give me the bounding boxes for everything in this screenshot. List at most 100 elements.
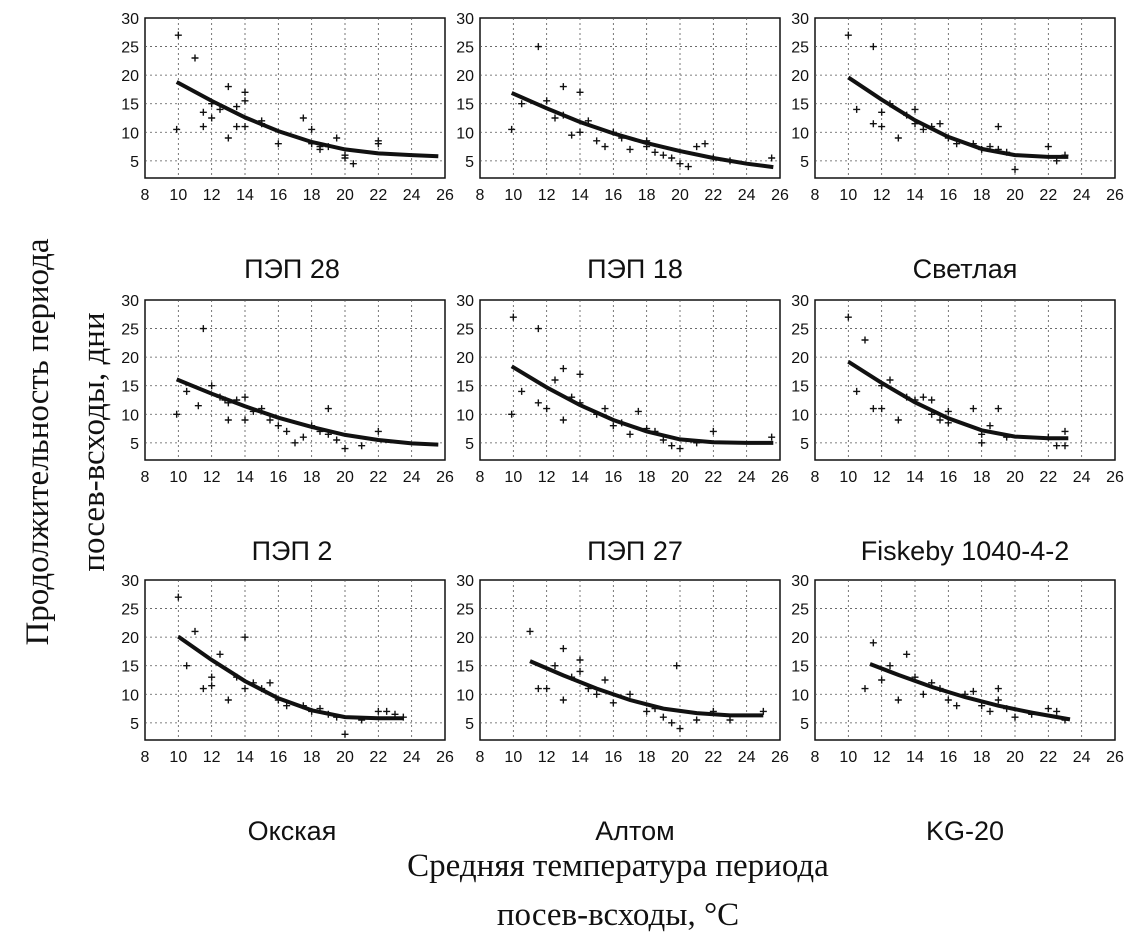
y-axis-label-line2: посев-всходы, дни — [76, 312, 112, 571]
panel-6-point-17 — [969, 405, 977, 413]
panel-6-point-3 — [861, 336, 869, 344]
panel-2-point-10 — [576, 128, 584, 136]
panel-2-point-23 — [684, 163, 692, 171]
panel-4-point-11 — [241, 393, 249, 401]
panel-9-point-12 — [953, 702, 961, 710]
panel-7-point-11 — [241, 685, 249, 693]
panel-6-x-tick-22: 22 — [1039, 469, 1057, 486]
panel-3-y-tick-30: 30 — [791, 11, 809, 28]
panel-5-x-tick-10: 10 — [504, 469, 522, 486]
panel-4-point-15 — [266, 416, 274, 424]
panel-1-point-3 — [191, 54, 199, 62]
panel-7-x-tick-14: 14 — [236, 749, 254, 766]
panel-1-y-tick-10: 10 — [121, 125, 139, 142]
panel-7-x-tick-22: 22 — [369, 749, 387, 766]
panel-5-y-tick-5: 5 — [465, 436, 474, 453]
panel-9-point-22 — [1044, 705, 1052, 713]
panel-7-y-tick-30: 30 — [121, 573, 139, 590]
panel-3-point-24 — [1044, 143, 1052, 151]
panel-9-point-1 — [861, 685, 869, 693]
panel-6-x-tick-18: 18 — [973, 469, 991, 486]
panel-4-point-12 — [241, 416, 249, 424]
panel-2-title: ПЭП 18 — [587, 254, 683, 284]
panel-1-point-4 — [199, 123, 207, 131]
panel-9-x-tick-16: 16 — [939, 749, 957, 766]
panel-8-point-21 — [693, 716, 701, 724]
panel-2-point-22 — [676, 160, 684, 168]
panel-7-x-tick-20: 20 — [336, 749, 354, 766]
panel-6-point-5 — [878, 405, 886, 413]
panel-1-x-tick-26: 26 — [436, 187, 454, 204]
panel-6-x-tick-8: 8 — [811, 469, 820, 486]
panel-9-point-2 — [869, 639, 877, 647]
panel-9-y-tick-5: 5 — [800, 716, 809, 733]
panel-6-y-tick-10: 10 — [791, 407, 809, 424]
panel-5-point-26 — [768, 433, 776, 441]
panel-9-x-tick-12: 12 — [873, 749, 891, 766]
panel-9-y-tick-15: 15 — [791, 659, 809, 676]
panel-4-point-25 — [341, 445, 349, 453]
panel-1-y-tick-30: 30 — [121, 11, 139, 28]
panel-2-point-9 — [576, 88, 584, 96]
panel-7-point-4 — [199, 685, 207, 693]
panel-3-point-10 — [911, 105, 919, 113]
panel-6-x-tick-14: 14 — [906, 469, 924, 486]
panel-4-point-23 — [324, 405, 332, 413]
panel-4-y-tick-15: 15 — [121, 379, 139, 396]
panel-1-fit-curve — [175, 80, 439, 159]
panel-6-x-tick-12: 12 — [873, 469, 891, 486]
panel-5-point-8 — [559, 365, 567, 373]
panel-1-point-28 — [349, 160, 357, 168]
panel-4-x-tick-26: 26 — [436, 469, 454, 486]
panel-9-point-16 — [986, 707, 994, 715]
panel-4-y-tick-20: 20 — [121, 350, 139, 367]
panel-1-point-12 — [233, 103, 241, 111]
panel-9-point-6 — [903, 650, 911, 658]
panel-3-y-tick-5: 5 — [800, 154, 809, 171]
panel-8-point-23 — [726, 716, 734, 724]
panel-9-fit-curve — [869, 662, 1071, 722]
panel-1-point-1 — [173, 125, 181, 133]
panel-7-point-10 — [241, 633, 249, 641]
panel-9-x-tick-18: 18 — [973, 749, 991, 766]
panel-5-point-14 — [601, 405, 609, 413]
panel-4-x-tick-10: 10 — [169, 469, 187, 486]
panel-3-point-1 — [844, 31, 852, 39]
panel-5-x-tick-24: 24 — [738, 469, 756, 486]
panel-2-point-2 — [518, 100, 526, 108]
panel-1-y-tick-15: 15 — [121, 97, 139, 114]
panel-7-y-tick-20: 20 — [121, 630, 139, 647]
panel-2-x-tick-16: 16 — [604, 187, 622, 204]
panel-2-x-tick-12: 12 — [538, 187, 556, 204]
panel-8-point-24 — [759, 707, 767, 715]
panel-6: 8 10 12 14 16 18 20 22 24 26 5 10 15 20 25 30 Fiskeby 10… — [791, 293, 1124, 566]
panel-2-x-tick-26: 26 — [771, 187, 789, 204]
panel-3-point-3 — [869, 43, 877, 51]
panel-9-x-tick-20: 20 — [1006, 749, 1024, 766]
panel-7-point-7 — [216, 650, 224, 658]
panel-2-x-tick-20: 20 — [671, 187, 689, 204]
panel-8-point-18 — [668, 719, 676, 727]
panel-8-x-tick-16: 16 — [604, 749, 622, 766]
panel-6-point-14 — [936, 416, 944, 424]
panel-6-point-1 — [844, 313, 852, 321]
panel-4-x-tick-8: 8 — [141, 469, 150, 486]
panel-8-point-11 — [593, 690, 601, 698]
panel-5-point-1 — [508, 410, 516, 418]
panel-6-plot-area — [814, 299, 1116, 461]
panel-4-title: ПЭП 2 — [252, 536, 333, 566]
panel-4-point-16 — [274, 422, 282, 430]
panel-8-y-tick-30: 30 — [456, 573, 474, 590]
panel-5-point-4 — [534, 325, 542, 333]
panel-9-x-tick-24: 24 — [1073, 749, 1091, 766]
panel-6-point-26 — [1061, 427, 1069, 435]
panel-5-x-tick-22: 22 — [704, 469, 722, 486]
panel-6-point-25 — [1061, 442, 1069, 450]
panel-9-y-tick-10: 10 — [791, 687, 809, 704]
panel-3-x-tick-14: 14 — [906, 187, 924, 204]
panel-1-point-14 — [241, 88, 249, 96]
panel-7-point-8 — [224, 696, 232, 704]
x-axis-label-line1: Средняя температура периода — [407, 848, 829, 884]
panel-1-x-tick-18: 18 — [303, 187, 321, 204]
